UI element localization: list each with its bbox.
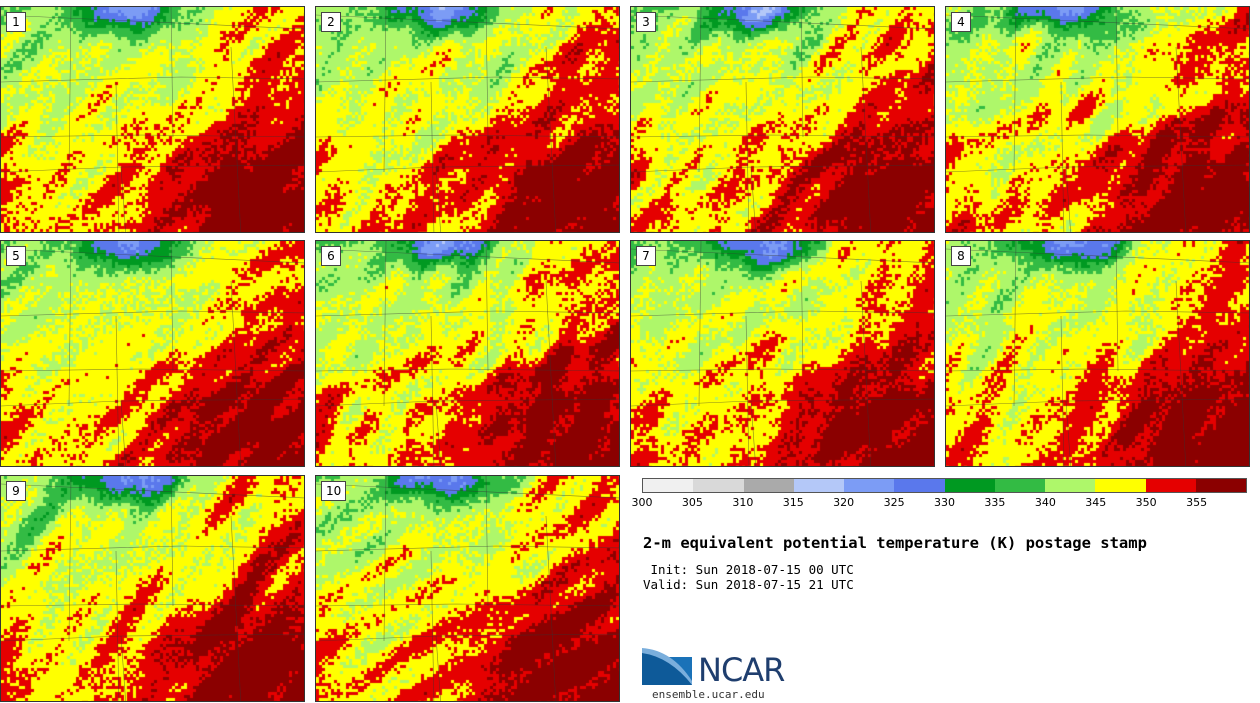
ensemble-member-map: 1 [0, 6, 305, 233]
ensemble-member-map: 8 [945, 240, 1250, 467]
ensemble-member-map: 6 [315, 240, 620, 467]
ensemble-member-map: 7 [630, 240, 935, 467]
colorbar-swatch [743, 479, 794, 492]
member-number-label: 1 [6, 12, 26, 32]
member-number-label: 10 [321, 481, 347, 501]
colorbar-tick-label: 310 [732, 496, 754, 509]
colorbar-swatch [1145, 479, 1196, 492]
state-borders [1, 476, 304, 701]
theta-e-field [1, 241, 304, 466]
state-borders [316, 7, 619, 232]
theta-e-field [946, 7, 1249, 232]
member-number-label: 4 [951, 12, 971, 32]
colorbar-tick-label: 335 [984, 496, 1006, 509]
theta-e-field [316, 241, 619, 466]
colorbar-swatch [793, 479, 844, 492]
colorbar-tick-label: 350 [1135, 496, 1157, 509]
ensemble-member-map: 3 [630, 6, 935, 233]
state-borders [316, 476, 619, 701]
colorbar-swatch [1095, 479, 1146, 492]
theta-e-field [316, 476, 619, 701]
member-number-label: 3 [636, 12, 656, 32]
colorbar-tick-label: 320 [833, 496, 855, 509]
state-borders [946, 241, 1249, 466]
state-borders [946, 7, 1249, 232]
member-number-label: 6 [321, 246, 341, 266]
theta-e-field [1, 7, 304, 232]
colorbar-tick-label: 305 [681, 496, 703, 509]
colorbar [642, 478, 1247, 493]
member-number-label: 8 [951, 246, 971, 266]
colorbar-swatch [1195, 479, 1246, 492]
colorbar-swatch [944, 479, 995, 492]
member-number-label: 7 [636, 246, 656, 266]
colorbar-swatch [1045, 479, 1096, 492]
colorbar-tick-label: 345 [1085, 496, 1107, 509]
state-borders [1, 241, 304, 466]
theta-e-field [631, 241, 934, 466]
ensemble-member-map: 2 [315, 6, 620, 233]
colorbar-tick-label: 300 [631, 496, 653, 509]
ensemble-member-map: 9 [0, 475, 305, 702]
state-borders [631, 241, 934, 466]
state-borders [631, 7, 934, 232]
state-borders [1, 7, 304, 232]
colorbar-tick-label: 330 [934, 496, 955, 509]
colorbar-ticks: 300 305 310 315 320 325 330 335 340 345 350 355 [632, 496, 1247, 512]
init-time: Init: Sun 2018-07-15 00 UTC [643, 562, 854, 577]
member-number-label: 9 [6, 481, 26, 501]
state-borders [316, 241, 619, 466]
colorbar-tick-label: 340 [1034, 496, 1056, 509]
member-number-label: 5 [6, 246, 26, 266]
ncar-logo-icon [642, 648, 692, 685]
theta-e-field [1, 476, 304, 701]
colorbar-tick-label: 315 [782, 496, 804, 509]
colorbar-tick-label: 325 [883, 496, 905, 509]
theta-e-field [631, 7, 934, 232]
theta-e-field [946, 241, 1249, 466]
plot-title: 2-m equivalent potential temperature (K)… [643, 534, 1147, 552]
colorbar-swatch [994, 479, 1045, 492]
colorbar-swatch [693, 479, 744, 492]
colorbar-tick-label: 355 [1186, 496, 1208, 509]
colorbar-swatch [844, 479, 895, 492]
ensemble-member-map: 4 [945, 6, 1250, 233]
colorbar-swatch [894, 479, 945, 492]
ensemble-member-map: 10 [315, 475, 620, 702]
member-number-label: 2 [321, 12, 341, 32]
ensemble-member-map: 5 [0, 240, 305, 467]
colorbar-swatch [643, 479, 694, 492]
valid-time: Valid: Sun 2018-07-15 21 UTC [643, 577, 854, 592]
ncar-logo-text: NCAR [698, 651, 785, 689]
site-url: ensemble.ucar.edu [652, 688, 765, 701]
theta-e-field [316, 7, 619, 232]
